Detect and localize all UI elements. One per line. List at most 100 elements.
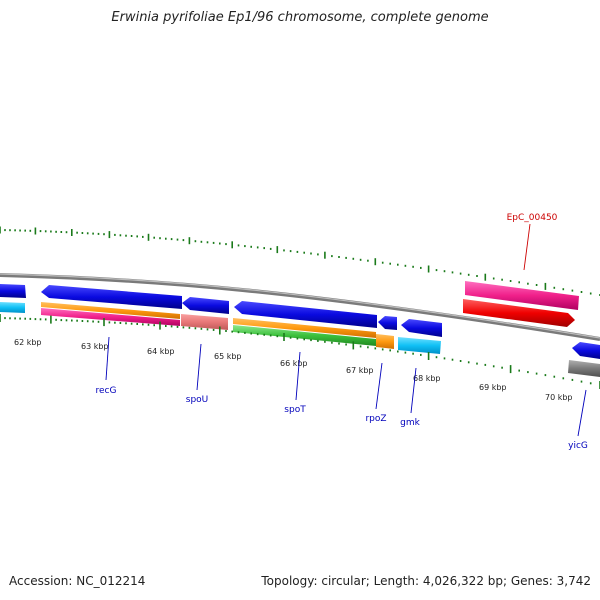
gc-plot-minor-tick [435, 269, 438, 272]
ruler-minor-tick [97, 320, 100, 323]
leader-line-spoT [295, 351, 301, 401]
gc-plot-minor-tick [451, 271, 454, 274]
cds-feature-left-edge [0, 284, 26, 298]
gc-content-plot [0, 226, 600, 296]
ruler-minor-tick [81, 320, 84, 322]
tick-label-63kbp: 63 kbp [81, 342, 109, 351]
ruler-minor-tick [412, 352, 414, 355]
gene-label-spoT: spoT [284, 405, 306, 415]
gc-plot-minor-tick [176, 238, 179, 241]
leader-line-spoU [196, 343, 202, 391]
ruler-minor-tick [119, 322, 122, 324]
axis-labels: 62 kbp 63 kbp 64 kbp 65 kbp 66 kbp 67 kb… [14, 338, 573, 402]
gc-plot-minor-tick [527, 282, 529, 285]
ruler-minor-tick [527, 371, 529, 374]
gc-plot-minor-tick [165, 237, 167, 240]
gc-plot-minor-tick [459, 272, 462, 275]
ruler-minor-tick [484, 363, 487, 366]
gc-plot-minor-tick [571, 289, 574, 292]
gc-plot-minor-tick [19, 229, 21, 232]
ruler-minor-tick [435, 356, 438, 359]
gc-plot-minor-tick [389, 262, 391, 265]
gc-plot-major-tick [34, 227, 37, 235]
ruler-minor-tick [170, 325, 173, 328]
gc-plot-minor-tick [39, 230, 42, 233]
ruler-minor-tick [206, 328, 209, 331]
ruler-minor-tick [256, 333, 259, 336]
trna-feature-left-edge [0, 302, 25, 313]
tick-label-67kbp: 67 kbp [346, 366, 374, 375]
ruler-minor-tick [4, 317, 6, 320]
gc-plot-minor-tick [518, 281, 520, 284]
gc-plot-minor-tick [331, 255, 333, 258]
ruler-minor-tick [125, 322, 127, 325]
gc-plot-minor-tick [130, 235, 133, 237]
gc-plot-minor-tick [359, 258, 362, 261]
gc-plot-minor-tick [65, 231, 68, 234]
gc-plot-minor-tick [142, 235, 144, 238]
gc-plot-minor-tick [206, 241, 209, 244]
ruler-minor-tick [136, 323, 138, 325]
ruler-minor-tick [324, 340, 326, 343]
gc-plot-minor-tick [420, 266, 422, 269]
gc-plot-minor-tick [345, 256, 347, 259]
ruler-minor-tick [562, 377, 565, 380]
ruler-minor-tick [580, 380, 583, 383]
ruler-minor-tick [200, 327, 203, 330]
gene-label-recG: recG [96, 386, 117, 396]
ruler-minor-tick [130, 322, 133, 325]
ruler-minor-tick [374, 347, 377, 350]
gene-feature-EpC_00450 [463, 299, 575, 327]
gc-plot-minor-tick [55, 230, 57, 233]
cds-feature-spoT [234, 301, 377, 328]
cds-feature-gmk [401, 319, 442, 337]
gc-plot-minor-tick [580, 291, 583, 293]
gc-plot-minor-tick [212, 241, 215, 244]
gc-plot-minor-tick [14, 229, 16, 232]
ruler-minor-tick [237, 331, 240, 334]
ruler-minor-tick [289, 336, 292, 339]
gc-plot-minor-tick [296, 250, 299, 253]
gc-plot-minor-tick [404, 264, 407, 267]
ruler-minor-tick [86, 320, 89, 323]
gc-plot-major-tick [231, 241, 233, 249]
gene-label-yicG: yicG [568, 441, 588, 451]
ruler-minor-tick [44, 318, 47, 321]
gc-plot-minor-tick [24, 229, 26, 232]
gc-plot-minor-tick [114, 233, 116, 236]
gc-plot-minor-tick [381, 261, 384, 264]
gc-plot-major-tick [324, 251, 326, 259]
gc-plot-major-tick [108, 231, 111, 239]
gc-plot-major-tick [276, 246, 279, 254]
gc-plot-minor-tick [225, 243, 227, 246]
ruler-minor-tick [476, 362, 478, 365]
gc-plot-minor-tick [86, 232, 89, 235]
tick-label-66kbp: 66 kbp [280, 359, 308, 368]
ruler-minor-tick [225, 330, 227, 332]
ruler-minor-tick [212, 328, 215, 331]
gene-label-rpoZ: rpoZ [365, 414, 386, 424]
ruler-minor-tick [443, 357, 446, 360]
tick-label-62kbp: 62 kbp [14, 338, 42, 347]
ruler-minor-tick [142, 323, 144, 326]
ruler-minor-tick [571, 378, 574, 381]
leader-line-yicG [577, 389, 587, 437]
ruler-minor-tick [317, 339, 319, 342]
gc-plot-minor-tick [81, 232, 84, 234]
ruler-minor-tick [467, 361, 470, 364]
ruler-minor-tick [459, 360, 462, 362]
misc-feature-yicG [568, 360, 600, 377]
ruler-minor-tick [153, 324, 155, 327]
gc-plot-minor-tick [237, 244, 240, 247]
gc-plot-minor-tick [553, 286, 556, 289]
mrna-feature-spoT [233, 325, 376, 346]
gc-plot-minor-tick [182, 239, 185, 242]
ruler-major-tick [219, 326, 221, 335]
gc-plot-minor-tick [509, 280, 512, 282]
gc-plot-minor-tick [562, 288, 565, 291]
trna-feature-gmk [398, 337, 441, 354]
ruler-minor-tick [250, 332, 252, 335]
gc-plot-major-tick [484, 273, 487, 281]
ruler-minor-tick [518, 369, 520, 372]
gc-plot-minor-tick [352, 257, 355, 260]
